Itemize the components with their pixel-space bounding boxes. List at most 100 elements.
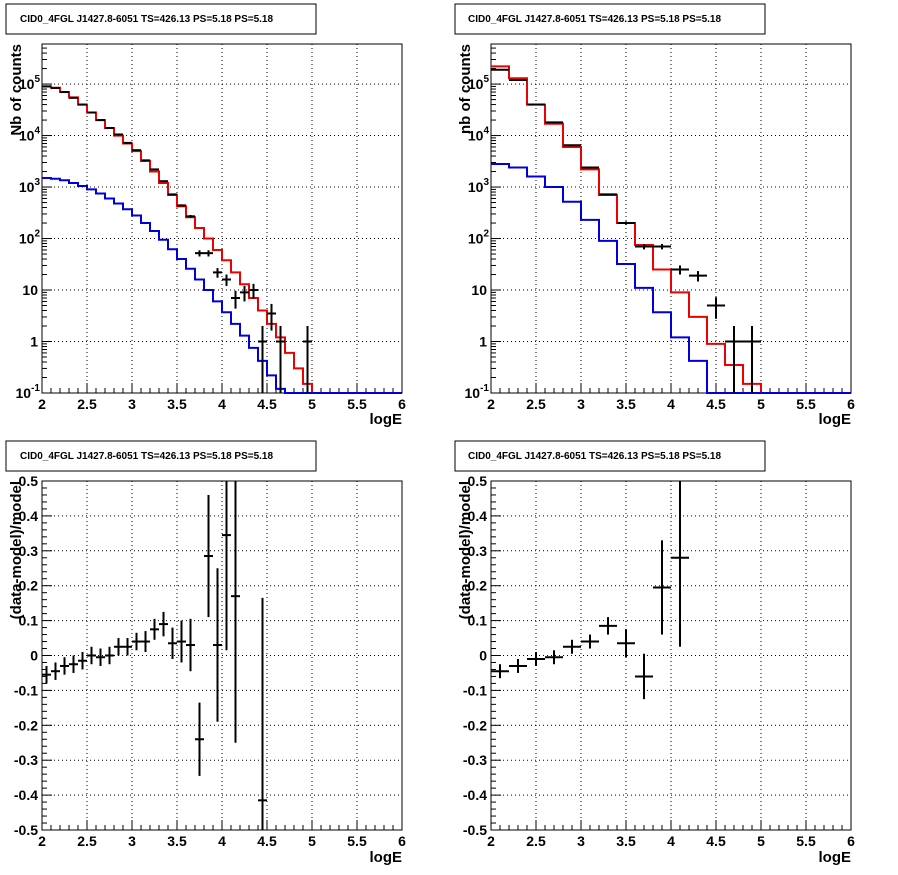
x-tick-label: 3.5 [167, 396, 187, 412]
total-model-histogram [491, 65, 851, 394]
y-tick-label: 104 [468, 126, 490, 144]
spectrum-panel-left: CID0_4FGL J1427.8-6051 TS=426.13 PS=5.18… [5, 3, 406, 428]
data-point [635, 243, 653, 250]
data-point [150, 168, 159, 171]
data-point [222, 274, 231, 286]
data-point [132, 149, 141, 152]
x-tick-label: 2 [38, 396, 46, 412]
data-point [177, 620, 186, 663]
y-tick-label: 1 [30, 334, 38, 350]
data-point [168, 627, 177, 659]
data-point [177, 204, 186, 207]
x-tick-label: 3 [128, 833, 136, 849]
data-point [213, 568, 222, 722]
data-point [617, 221, 635, 225]
total-model-histogram [42, 85, 402, 394]
y-tick-label: -0.2 [14, 717, 38, 733]
x-tick-label: 4 [218, 396, 226, 412]
data-point [267, 303, 276, 331]
data-point [617, 629, 635, 658]
y-tick-label: 0.4 [468, 508, 488, 524]
y-tick-label: 0.2 [468, 578, 488, 594]
x-tick-label: 2 [38, 833, 46, 849]
data-point [195, 250, 204, 257]
title-box [454, 3, 766, 35]
data-point [240, 285, 249, 302]
y-tick-label: 0.5 [19, 473, 39, 489]
x-tick-label: 3 [577, 396, 585, 412]
x-tick-label: 3 [577, 833, 585, 849]
data-point [258, 326, 267, 393]
y-tick-label: 104 [19, 126, 41, 144]
x-tick-label: 4.5 [706, 396, 726, 412]
spectrum-panel-right: CID0_4FGL J1427.8-6051 TS=426.13 PS=5.18… [454, 3, 855, 428]
data-point [509, 658, 527, 673]
data-point [258, 597, 267, 830]
x-tick-label: 6 [398, 833, 406, 849]
y-tick-label: 1 [479, 334, 487, 350]
data-point [563, 639, 581, 654]
y-axis-label: (data-model)/model [8, 481, 25, 619]
x-tick-label: 3.5 [167, 833, 187, 849]
plot-title: CID0_4FGL J1427.8-6051 TS=426.13 PS=5.18… [20, 451, 273, 462]
x-tick-label: 6 [398, 396, 406, 412]
data-point [87, 646, 96, 665]
y-tick-label: 105 [19, 74, 41, 92]
data-point [743, 326, 761, 393]
x-axis-label: logE [819, 849, 852, 866]
y-tick-label: 103 [468, 177, 490, 195]
y-tick-label: 10-1 [16, 383, 41, 401]
y-axis-label: Nb of counts [8, 44, 25, 136]
data-point [123, 141, 132, 144]
x-tick-label: 3.5 [616, 833, 636, 849]
data-point [725, 326, 743, 393]
y-tick-label: -0.3 [14, 752, 38, 768]
data-point [78, 652, 87, 670]
y-tick-label: -0.4 [463, 787, 487, 803]
data-point [195, 702, 204, 776]
y-tick-label: 0.3 [468, 543, 488, 559]
data-point [653, 540, 671, 635]
x-tick-label: 4.5 [706, 833, 726, 849]
source-model-histogram [42, 177, 402, 394]
x-tick-label: 5 [308, 396, 316, 412]
y-tick-label: -0.3 [463, 752, 487, 768]
data-point [563, 144, 581, 147]
residual-panel-right: CID0_4FGL J1427.8-6051 TS=426.13 PS=5.18… [454, 440, 855, 866]
y-tick-label: 0 [30, 648, 38, 664]
x-tick-label: 5.5 [796, 833, 816, 849]
data-point [653, 243, 671, 250]
data-point [276, 326, 285, 393]
data-point [60, 657, 69, 675]
data-point [689, 271, 707, 282]
x-tick-label: 2 [487, 833, 495, 849]
data-point [159, 180, 168, 183]
y-tick-label: -0.5 [463, 822, 487, 838]
data-point [707, 297, 725, 319]
x-tick-label: 5 [308, 833, 316, 849]
data-point [96, 648, 105, 666]
x-tick-label: 5.5 [796, 396, 816, 412]
x-tick-label: 5.5 [347, 833, 367, 849]
data-point [204, 494, 213, 618]
data-point [132, 632, 141, 651]
data-point [581, 634, 599, 649]
data-point [581, 166, 599, 169]
y-tick-label: 0.4 [19, 508, 39, 524]
data-point [42, 665, 51, 684]
data-point [671, 481, 689, 647]
y-tick-label: 0.5 [468, 473, 488, 489]
x-tick-label: 4 [667, 833, 675, 849]
plot-title: CID0_4FGL J1427.8-6051 TS=426.13 PS=5.18… [468, 451, 721, 462]
x-tick-label: 4.5 [257, 396, 277, 412]
y-tick-label: -0.2 [463, 717, 487, 733]
data-point [159, 611, 168, 637]
y-axis-label: nb of counts [457, 44, 474, 134]
data-point [105, 646, 114, 665]
data-point [231, 481, 240, 743]
y-tick-label: -0.1 [463, 682, 487, 698]
y-tick-label: 102 [468, 229, 490, 247]
residual-panel-left: CID0_4FGL J1427.8-6051 TS=426.13 PS=5.18… [5, 440, 406, 866]
plot-title: CID0_4FGL J1427.8-6051 TS=426.13 PS=5.18… [20, 14, 273, 25]
title-box [5, 3, 317, 35]
